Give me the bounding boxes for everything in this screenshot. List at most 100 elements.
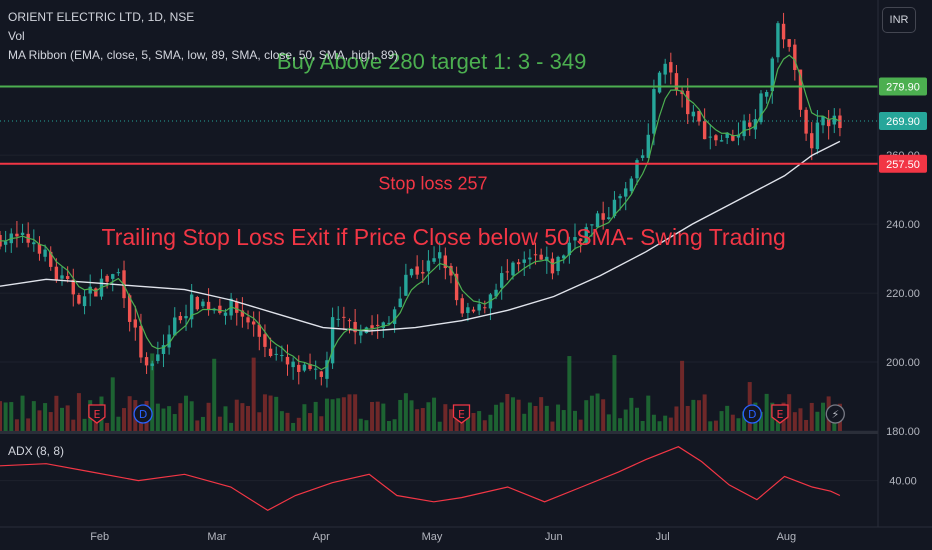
candle-body[interactable] [150,363,154,366]
candle-body[interactable] [646,134,650,158]
candle-body[interactable] [105,275,109,282]
candle-body[interactable] [652,89,656,134]
candle-body[interactable] [268,348,273,357]
event-marker-earnings[interactable]: E [452,404,471,424]
candle-body[interactable] [511,262,515,276]
candle-body[interactable] [686,90,690,115]
candle-body[interactable] [545,256,549,261]
event-marker-flash[interactable]: ⚡ [825,404,845,424]
candles[interactable] [0,12,842,388]
annotation-0[interactable]: Buy Above 280 target 1: 3 - 349 [277,49,586,74]
candle-body[interactable] [838,115,842,129]
candle-body[interactable] [787,39,791,47]
volume-legend[interactable]: Vol [8,29,25,43]
candle-body[interactable] [43,249,47,257]
candle-body[interactable] [94,288,98,297]
candle-body[interactable] [297,364,301,372]
candle-body[interactable] [466,307,470,313]
candle-body[interactable] [471,309,476,312]
candle-body[interactable] [308,363,312,370]
candle-body[interactable] [398,298,402,308]
adx-legend[interactable]: ADX (8, 8) [8,444,65,458]
candle-body[interactable] [218,305,222,313]
candle-body[interactable] [804,109,808,134]
candle-body[interactable] [347,320,352,322]
candle-body[interactable] [500,273,504,288]
candle-body[interactable] [832,115,836,125]
candle-body[interactable] [274,353,278,355]
candle-body[interactable] [618,196,622,199]
candle-body[interactable] [516,262,521,265]
candle-body[interactable] [426,260,431,272]
candle-body[interactable] [663,63,667,75]
candle-body[interactable] [246,317,250,323]
candle-body[interactable] [353,321,357,333]
candle-body[interactable] [116,272,121,274]
event-marker-earnings[interactable]: E [88,404,106,424]
candle-body[interactable] [251,321,256,325]
candle-body[interactable] [173,317,177,336]
candle-body[interactable] [325,360,329,379]
candle-body[interactable] [736,134,741,138]
candle-body[interactable] [432,258,436,262]
candle-body[interactable] [421,272,425,274]
candle-body[interactable] [381,322,386,328]
candle-body[interactable] [375,324,380,326]
candle-body[interactable] [77,295,81,304]
candle-body[interactable] [714,135,718,141]
candle-body[interactable] [313,368,318,370]
candle-body[interactable] [127,295,132,322]
candle-body[interactable] [697,110,701,122]
candle-body[interactable] [291,361,295,368]
candle-body[interactable] [370,325,374,329]
candle-body[interactable] [404,274,408,296]
candle-body[interactable] [415,266,419,275]
candle-body[interactable] [573,237,577,241]
candle-body[interactable] [595,213,600,228]
candle-body[interactable] [708,136,712,138]
candle-body[interactable] [189,294,194,320]
candle-body[interactable] [206,301,211,310]
candle-body[interactable] [776,23,780,58]
candle-body[interactable] [263,334,267,347]
ma-ribbon-legend[interactable]: MA Ribbon (EMA, close, 5, SMA, low, 89, … [8,48,399,62]
candle-body[interactable] [674,73,679,90]
candle-body[interactable] [550,258,555,274]
candle-body[interactable] [235,301,239,313]
candle-body[interactable] [793,44,797,70]
candle-body[interactable] [601,213,605,220]
candle-body[interactable] [195,297,199,310]
candle-body[interactable] [144,357,149,366]
candle-body[interactable] [32,242,36,245]
candle-body[interactable] [562,255,566,259]
candle-body[interactable] [302,364,307,371]
candle-body[interactable] [798,69,803,110]
candle-body[interactable] [280,355,284,357]
candle-body[interactable] [65,276,70,279]
candle-body[interactable] [590,224,594,226]
pane-separator[interactable] [0,431,932,434]
time-axis[interactable]: Feb Mar Apr May Jun Jul Aug [0,526,932,543]
candle-body[interactable] [387,322,391,324]
candle-body[interactable] [522,259,526,263]
event-markers[interactable]: E D E D E ⚡ [88,404,845,424]
annotation-2[interactable]: Trailing Stop Loss Exit if Price Close b… [102,224,786,250]
candle-body[interactable] [49,251,53,267]
candle-body[interactable] [584,227,588,243]
candle-body[interactable] [657,72,662,93]
candle-body[interactable] [731,135,735,141]
candle-body[interactable] [753,119,758,130]
symbol-title[interactable]: ORIENT ELECTRIC LTD, 1D, NSE [8,10,195,24]
candle-body[interactable] [184,316,188,319]
candle-body[interactable] [3,241,8,245]
candle-body[interactable] [71,279,75,295]
currency-button[interactable]: INR [882,7,916,33]
candle-body[interactable] [505,271,510,273]
candle-body[interactable] [167,334,171,348]
candle-body[interactable] [781,23,786,40]
candle-body[interactable] [770,58,774,92]
candle-body[interactable] [37,243,42,254]
candle-body[interactable] [240,310,245,317]
candle-body[interactable] [330,317,335,364]
event-marker-dividend[interactable]: D [133,404,153,424]
